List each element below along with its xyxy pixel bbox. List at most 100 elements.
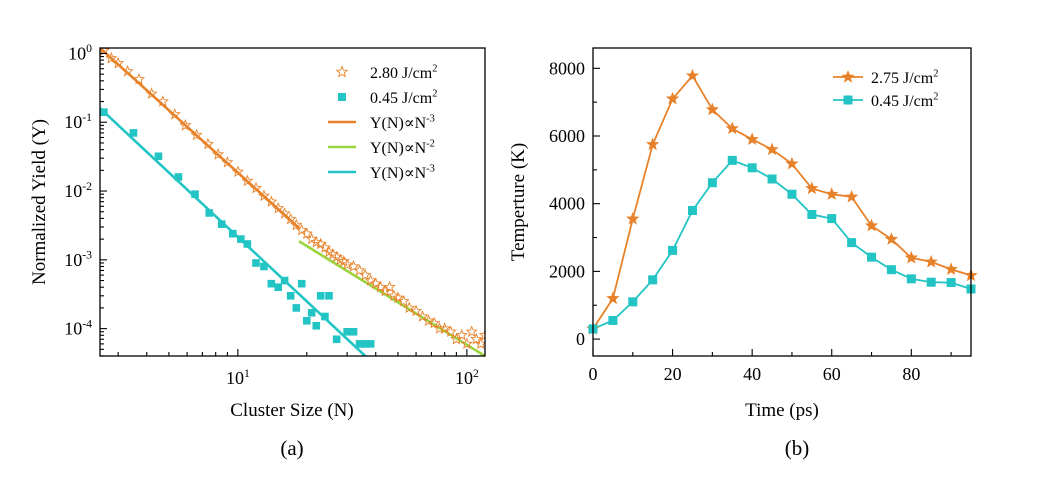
chart-a-point-0 — [284, 212, 297, 225]
chart-b-ytick-label: 2000 — [549, 261, 585, 281]
chart-b-point-0 — [606, 291, 620, 305]
chart-b-point-1 — [687, 205, 697, 215]
chart-b-point-0 — [626, 211, 640, 225]
chart-a-point-1 — [267, 279, 276, 288]
chart-b-point-0 — [825, 187, 839, 200]
chart-a-point-1 — [237, 235, 245, 243]
chart-a-point-0 — [145, 87, 158, 99]
chart-a-point-0 — [364, 274, 377, 286]
chart-b-ytick-label: 0 — [576, 329, 585, 349]
chart-a-point-0 — [474, 337, 485, 350]
chart-b-ytick-label: 8000 — [549, 58, 585, 78]
chart-a-point-0 — [341, 258, 354, 270]
chart-a-point-1 — [129, 129, 138, 137]
chart-b-point-1 — [628, 297, 638, 307]
chart-a-xlabel: Cluster Size (N) — [230, 400, 353, 421]
chart-a-point-0 — [179, 118, 192, 131]
chart-a-point-0 — [465, 325, 478, 337]
chart-b-frame — [592, 47, 972, 357]
chart-a-xtick-label: 102 — [455, 367, 479, 388]
chart-a-legend-label: 2.80 J/cm2 — [370, 64, 437, 82]
chart-a-point-1 — [100, 108, 108, 116]
chart-a-point-1 — [303, 316, 311, 325]
chart-a-fit-line-3 — [298, 240, 485, 356]
chart-a-point-0 — [132, 72, 146, 85]
chart-b-legend: 2.75 J/cm2 0.45 J/cm2 — [833, 69, 938, 110]
chart-b-point-1 — [807, 210, 817, 220]
chart-a-point-1 — [260, 262, 268, 271]
chart-a-point-0 — [278, 207, 291, 219]
chart-a-point-0 — [272, 201, 285, 214]
chart-a-point-0 — [478, 328, 485, 341]
chart-a-point-1 — [325, 292, 333, 300]
chart-b-point-0 — [844, 189, 859, 203]
chart-b-ticks: 0 2000 4000 6000 8000 0 20 40 60 80 — [549, 58, 952, 384]
chart-b-point-1 — [747, 163, 757, 173]
chart-a-point-0 — [221, 156, 234, 168]
chart-b-point-1 — [946, 278, 956, 288]
chart-a-point-0 — [156, 95, 169, 107]
chart-b-point-0 — [864, 218, 879, 232]
chart-a-point-1 — [280, 276, 289, 285]
chart-a-point-0 — [305, 232, 318, 245]
chart-a-point-1 — [366, 340, 375, 348]
chart-b-point-0 — [705, 102, 720, 116]
chart-b-point-1 — [767, 174, 777, 184]
chart-a-point-0 — [444, 325, 457, 337]
chart-b-point-0 — [884, 232, 899, 245]
chart-a-point-0 — [168, 107, 181, 120]
chart-b-point-0 — [805, 181, 819, 195]
chart-a-point-1 — [228, 229, 237, 238]
chart-a-point-0 — [265, 195, 278, 207]
chart-a-point-1 — [286, 292, 295, 300]
chart-b-point-1 — [906, 274, 916, 284]
chart-a-point-0 — [290, 218, 303, 231]
chart-a-point-1 — [205, 209, 214, 217]
chart-a-point-0 — [257, 189, 271, 202]
chart-b-point-0 — [765, 142, 779, 156]
chart-a-point-1 — [332, 335, 341, 344]
chart-a-point-0 — [241, 174, 254, 187]
chart-a-point-1 — [252, 259, 260, 267]
chart-a-plot-area — [100, 48, 485, 356]
chart-a-point-0 — [428, 316, 441, 329]
chart-a-ticks: 100 10-1 10-2 10-3 10-4 101 102 — [64, 42, 479, 388]
chart-b-xtick-label: 60 — [823, 364, 841, 384]
chart-a-legend-label: Y(N)∝N-2 — [370, 139, 435, 157]
chart-a-point-0 — [383, 280, 396, 293]
chart-a-ytick-label: 10-1 — [64, 111, 92, 132]
chart-b-point-1 — [827, 214, 837, 224]
chart-a-caption: (a) — [280, 436, 303, 460]
chart-b-point-1 — [608, 315, 618, 325]
chart-b-point-1 — [668, 245, 678, 255]
chart-b-point-0 — [785, 156, 799, 170]
chart-b-point-1 — [787, 189, 797, 199]
chart-a-legend-label: 0.45 J/cm2 — [370, 89, 437, 107]
chart-a-marks — [100, 48, 485, 356]
chart-a-point-1 — [217, 220, 226, 228]
chart-a-point-1 — [321, 312, 329, 321]
chart-a-point-0 — [322, 245, 336, 258]
chart-a-point-1 — [355, 340, 364, 348]
chart-b-point-0 — [685, 68, 700, 82]
chart-b-series-line-1 — [592, 159, 972, 330]
chart-a-point-0 — [353, 264, 366, 276]
chart-a-ytick-label: 10-2 — [64, 180, 92, 201]
chart-a-legend-marker — [338, 93, 346, 101]
chart-b-point-1 — [867, 252, 877, 262]
chart-b-ytick-label: 4000 — [549, 194, 585, 214]
chart-a-point-1 — [191, 190, 199, 198]
chart-a-point-0 — [450, 332, 463, 345]
chart-b-xtick-label: 80 — [902, 364, 920, 384]
chart-b-point-0 — [665, 91, 680, 105]
chart-b-ytick-label: 6000 — [549, 126, 585, 146]
chart-a-point-0 — [460, 337, 473, 350]
chart-a-point-1 — [307, 308, 316, 317]
chart-b-point-1 — [886, 265, 896, 275]
chart-b-series-line-0 — [592, 74, 972, 330]
chart-a-point-0 — [347, 260, 360, 272]
chart-a-point-0 — [334, 253, 347, 266]
chart-b-point-0 — [725, 121, 739, 135]
chart-a-point-0 — [455, 328, 468, 341]
chart-a-ytick-label: 100 — [68, 42, 92, 63]
